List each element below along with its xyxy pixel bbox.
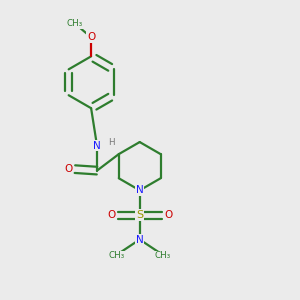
Text: O: O	[64, 164, 73, 174]
Text: N: N	[93, 141, 101, 151]
Text: S: S	[136, 210, 143, 220]
Text: N: N	[136, 185, 144, 195]
Text: N: N	[136, 235, 144, 244]
Text: O: O	[164, 210, 172, 220]
Text: O: O	[107, 210, 115, 220]
Text: CH₃: CH₃	[154, 251, 170, 260]
Text: O: O	[87, 32, 95, 42]
Text: CH₃: CH₃	[67, 19, 83, 28]
Text: H: H	[108, 138, 114, 147]
Text: CH₃: CH₃	[109, 251, 125, 260]
